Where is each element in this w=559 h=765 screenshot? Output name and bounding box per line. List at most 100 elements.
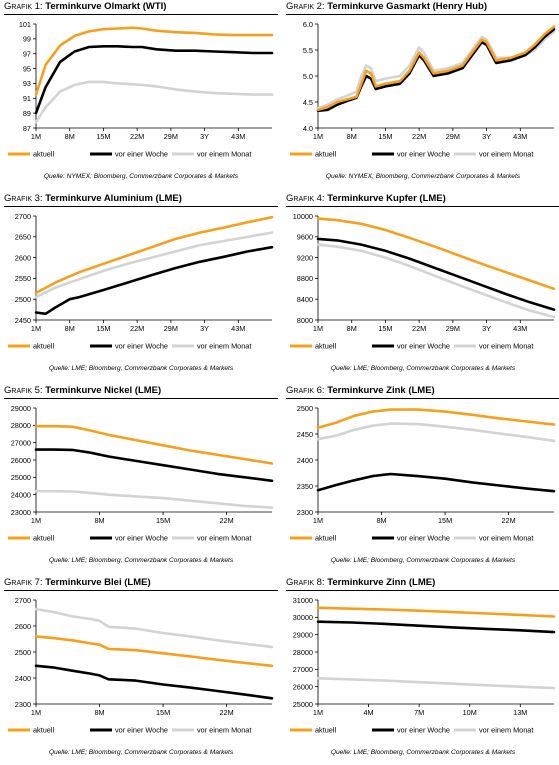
chart-title-text: Terminkurve Gasmarkt (Henry Hub)	[327, 1, 488, 12]
x-tick-label: 29M	[446, 324, 460, 333]
legend-label: vor einem Monat	[479, 726, 533, 735]
x-tick-label: 7M	[414, 708, 424, 717]
series-line-vor-einer-woche	[34, 664, 274, 700]
series-line-vor-einem-monat	[34, 489, 274, 509]
y-tick-label: 101	[19, 20, 31, 29]
x-tick-label: 29M	[164, 132, 178, 141]
y-tick-label: 87	[23, 124, 31, 133]
figure-number: Grafik 2:	[286, 1, 325, 12]
series-line-vor-einem-monat	[34, 607, 274, 649]
x-tick-label: 8M	[347, 324, 357, 333]
figure-number: Grafik 7:	[4, 577, 43, 588]
series-line-vor-einer-woche	[316, 620, 556, 634]
series-line-vor-einem-monat	[316, 243, 556, 319]
y-tick-label: 28000	[11, 421, 31, 430]
x-tick-label: 1M	[313, 324, 323, 333]
title-rule	[286, 590, 559, 591]
y-tick-label: 29000	[293, 630, 313, 639]
legend-label: aktuell	[33, 726, 54, 735]
y-tick-label: 89	[23, 109, 31, 118]
y-tick-label: 2700	[15, 212, 31, 221]
series-line-aktuell	[34, 424, 274, 465]
y-tick-label: 2600	[15, 622, 31, 631]
title-rule	[286, 206, 559, 207]
x-tick-label: 1M	[313, 516, 323, 525]
line-chart: 2300 2350 2400 2450 2500 1M 8M 15M 22M aktuell vor…	[290, 404, 556, 543]
series-line-aktuell	[316, 408, 556, 430]
y-tick-label: 99	[23, 35, 31, 44]
title-rule	[4, 206, 278, 207]
figure-number: Grafik 8:	[286, 577, 325, 588]
source-note: Quelle: LME; Bloomberg, Commerzbank Corp…	[330, 749, 516, 756]
x-tick-label: 43M	[513, 324, 527, 333]
chart-title: Grafik 5: Terminkurve Nickel (LME)	[4, 385, 161, 396]
legend-label: vor einem Monat	[479, 150, 533, 159]
x-tick-label: 3Y	[200, 324, 209, 333]
x-tick-label: 8M	[347, 132, 357, 141]
chart-title: Grafik 6: Terminkurve Zink (LME)	[286, 385, 435, 396]
source-note: Quelle: LME; Bloomberg, Commerzbank Corp…	[48, 749, 234, 756]
series-line-aktuell	[34, 635, 274, 668]
y-tick-label: 2300	[15, 700, 31, 709]
y-tick-label: 2450	[297, 430, 313, 439]
y-tick-label: 2650	[15, 233, 31, 242]
x-tick-label: 15M	[156, 708, 170, 717]
y-tick-label: 26000	[11, 456, 31, 465]
line-chart: 23000 24000 25000 26000 27000 28000 29000 1M 8M 1…	[8, 404, 274, 543]
chart-title: Grafik 4: Terminkurve Kupfer (LME)	[286, 193, 446, 204]
x-tick-label: 3Y	[482, 132, 491, 141]
legend-label: aktuell	[315, 150, 336, 159]
chart-title-text: Terminkurve Nickel (LME)	[45, 385, 162, 396]
x-tick-label: 43M	[231, 132, 245, 141]
y-tick-label: 5.0	[303, 72, 313, 81]
source-note: Quelle: LME; Bloomberg, Commerzbank Corp…	[48, 365, 234, 372]
x-tick-label: 15M	[378, 324, 392, 333]
chart-title-text: Terminkurve Olmarkt (WTI)	[45, 1, 167, 12]
x-tick-label: 1M	[31, 324, 41, 333]
series-line-aktuell	[316, 217, 556, 291]
x-tick-label: 1M	[31, 132, 41, 141]
legend-label: vor einer Woche	[115, 534, 168, 543]
x-tick-label: 15M	[96, 132, 110, 141]
legend-label: vor einer Woche	[397, 342, 450, 351]
chart-title: Grafik 8: Terminkurve Zinn (LME)	[286, 577, 435, 588]
y-tick-label: 6.0	[303, 20, 313, 29]
y-tick-label: 2600	[15, 253, 31, 262]
x-tick-label: 1M	[31, 708, 41, 717]
x-tick-label: 8M	[65, 324, 75, 333]
source-note: Quelle: LME; Bloomberg, Commerzbank Corp…	[330, 557, 516, 564]
chart-panel-g7: Grafik 7: Terminkurve Blei (LME) 2300 2400…	[4, 577, 278, 765]
legend-label: vor einem Monat	[479, 342, 533, 351]
chart-title: Grafik 3: Terminkurve Aluminium (LME)	[4, 193, 182, 204]
chart-title: Grafik 1: Terminkurve Olmarkt (WTI)	[4, 1, 166, 12]
y-tick-label: 2700	[15, 596, 31, 605]
x-tick-label: 22M	[220, 708, 234, 717]
line-chart: 2450 2500 2550 2600 2650 2700 1M 8M 15M 22M 29M 3Y 4…	[8, 212, 274, 351]
x-tick-label: 22M	[412, 324, 426, 333]
y-tick-label: 31000	[293, 596, 313, 605]
x-tick-label: 3Y	[482, 324, 491, 333]
y-tick-label: 2450	[15, 316, 31, 325]
y-tick-label: 30000	[293, 613, 313, 622]
y-tick-label: 2350	[297, 482, 313, 491]
x-tick-label: 43M	[231, 324, 245, 333]
title-rule	[286, 398, 559, 399]
y-tick-label: 26000	[293, 682, 313, 691]
legend-label: aktuell	[315, 342, 336, 351]
y-tick-label: 9600	[297, 233, 313, 242]
series-line-aktuell	[316, 25, 556, 112]
source-note: Quelle: LME; Bloomberg, Commerzbank Corp…	[48, 557, 234, 564]
x-tick-label: 29M	[164, 324, 178, 333]
chart-panel-g3: Grafik 3: Terminkurve Aluminium (LME) 245…	[4, 193, 278, 381]
series-line-vor-einer-woche	[316, 237, 556, 311]
x-tick-label: 15M	[156, 516, 170, 525]
y-tick-label: 29000	[11, 404, 31, 413]
source-note: Quelle: NYMEX; Bloomberg, Commerzbank Co…	[325, 173, 521, 180]
legend-label: vor einer Woche	[115, 150, 168, 159]
x-tick-label: 1M	[313, 132, 323, 141]
legend-label: vor einem Monat	[197, 342, 251, 351]
y-tick-label: 97	[23, 50, 31, 59]
x-tick-label: 13M	[513, 708, 527, 717]
y-tick-label: 2550	[15, 274, 31, 283]
figure-number: Grafik 4:	[286, 193, 325, 204]
